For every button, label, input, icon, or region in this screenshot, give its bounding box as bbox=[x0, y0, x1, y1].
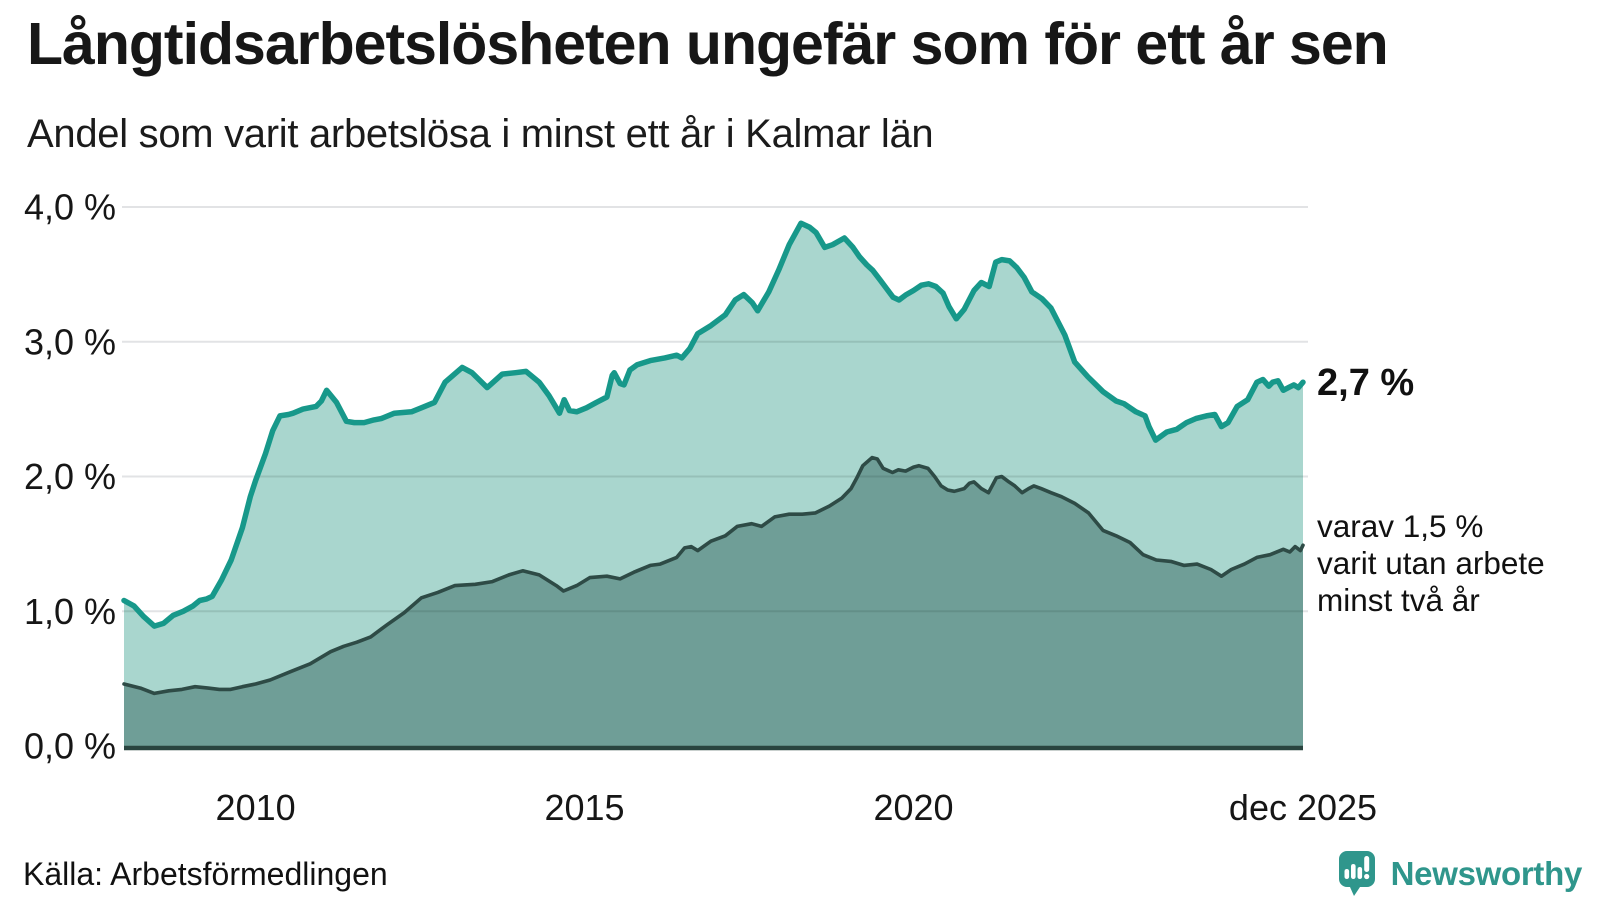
speech-bubble-shape bbox=[1338, 851, 1375, 896]
newsworthy-logo: Newsworthy bbox=[1337, 848, 1582, 900]
y-tick-label: 1,0 % bbox=[24, 591, 116, 632]
x-tick-label: dec 2025 bbox=[1229, 787, 1377, 828]
area-minst-tva-ar bbox=[124, 457, 1303, 748]
line-minst-ett-ar bbox=[121, 220, 1306, 629]
newsworthy-logo-text: Newsworthy bbox=[1390, 855, 1583, 892]
note-line: minst två år bbox=[1317, 582, 1480, 618]
line-minst-tva-ar bbox=[122, 455, 1305, 696]
x-tick-label: 2015 bbox=[544, 787, 624, 828]
end-value-label: 2,7 % bbox=[1317, 362, 1414, 404]
bar-chart-glyph bbox=[1344, 864, 1362, 879]
source-note: Källa: Arbetsförmedlingen bbox=[23, 856, 388, 892]
chart-svg: 0,0 % 1,0 % 2,0 % 3,0 % 4,0 % 2010 2015 2020 dec… bbox=[24, 187, 1545, 829]
y-tick-label: 0,0 % bbox=[24, 726, 116, 767]
note-line: varav 1,5 % bbox=[1317, 508, 1483, 544]
newsworthy-logo-icon bbox=[1338, 851, 1375, 896]
exclamation-glyph bbox=[1363, 856, 1369, 880]
y-tick-label: 4,0 % bbox=[24, 187, 116, 228]
y-tick-label: 2,0 % bbox=[24, 456, 116, 497]
x-tick-label: 2010 bbox=[216, 787, 296, 828]
page-subtitle: Andel som varit arbetslösa i minst ett å… bbox=[27, 112, 934, 156]
x-tick-label: 2020 bbox=[873, 787, 953, 828]
y-tick-label: 3,0 % bbox=[24, 321, 116, 362]
page-title: Långtidsarbetslösheten ungefär som för e… bbox=[27, 11, 1389, 77]
note-line: varit utan arbete bbox=[1317, 545, 1545, 581]
